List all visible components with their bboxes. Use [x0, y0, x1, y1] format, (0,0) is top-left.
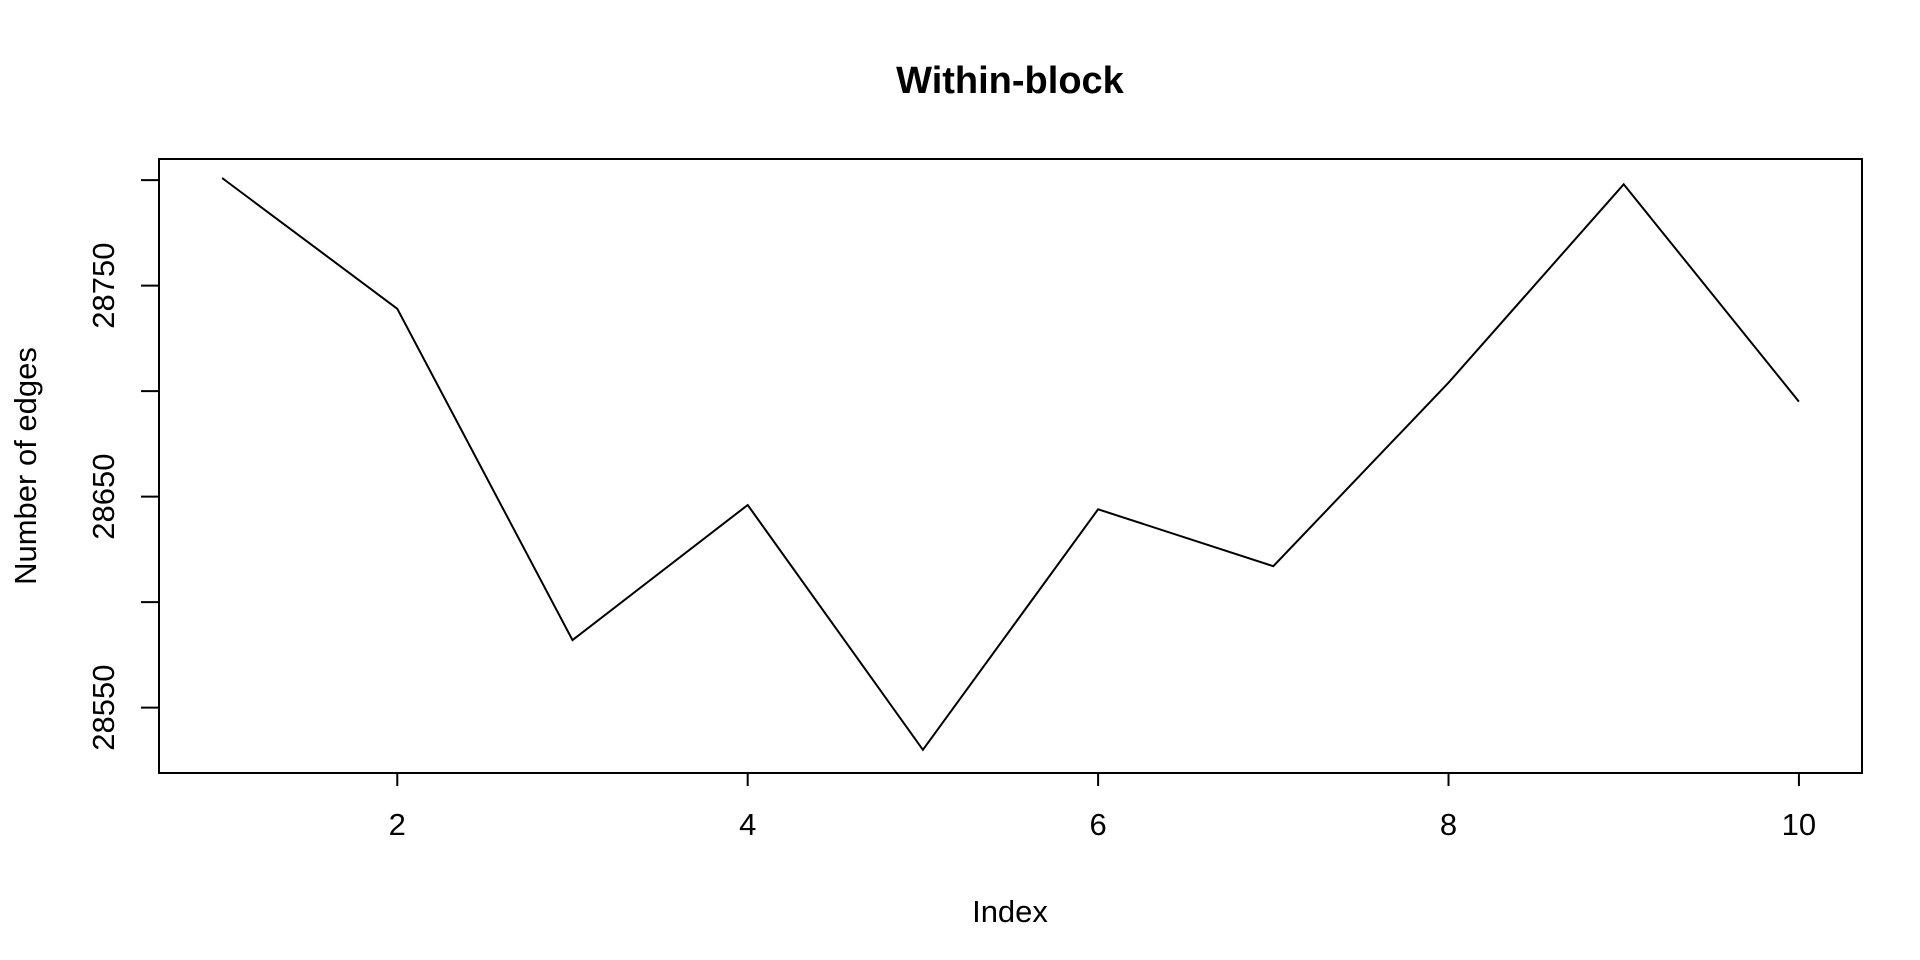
x-tick-label: 4 — [739, 807, 756, 842]
y-tick-label: 28750 — [86, 242, 121, 328]
x-tick-label: 10 — [1782, 807, 1816, 842]
x-axis-label: Index — [972, 894, 1048, 929]
plot-frame — [158, 158, 1863, 774]
y-axis-label: Number of edges — [8, 347, 43, 585]
x-axis: 2 4 6 8 10 — [389, 773, 1816, 842]
x-tick-label: 6 — [1089, 807, 1106, 842]
y-axis: 28550 28650 28750 — [86, 179, 159, 751]
x-tick-label: 8 — [1440, 807, 1457, 842]
y-tick-label: 28550 — [86, 664, 121, 750]
y-tick-label: 28650 — [86, 453, 121, 539]
x-tick-label: 2 — [389, 807, 406, 842]
series-line — [221, 177, 1800, 752]
chart-title: Within-block — [896, 60, 1124, 102]
